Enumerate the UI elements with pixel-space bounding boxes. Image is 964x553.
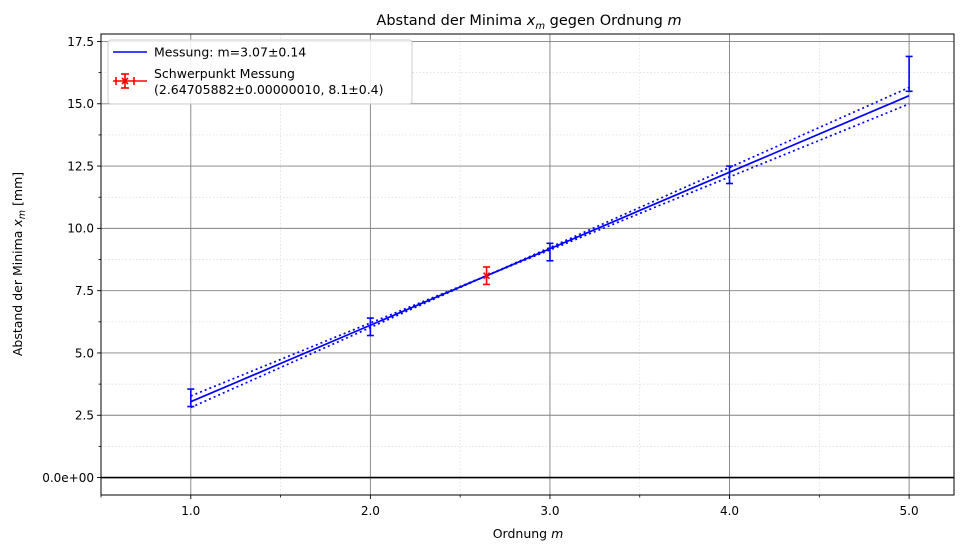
chart-title: Abstand der Minima xm gegen Ordnung m	[376, 13, 681, 32]
y-axis-label-var: x	[10, 219, 25, 228]
fit-line-lower-bound	[190, 103, 910, 397]
y-axis-label: Abstand der Minima xm [mm]	[10, 172, 28, 356]
legend-box	[107, 39, 413, 105]
legend-centroid-swatch	[113, 73, 147, 89]
y-axis-label-main: Abstand der Minima	[10, 227, 25, 357]
y-axis-label-sub: m	[17, 210, 28, 219]
chart-title-var: x	[526, 13, 536, 29]
chart-title-var2: m	[667, 13, 681, 29]
y-tick-label: 17.5	[67, 35, 94, 49]
legend: Messung: m=3.07±0.14 Schwerpunkt Messung…	[107, 39, 413, 105]
y-tick-label: 0.0e+00	[42, 471, 94, 485]
legend-centroid-label-line1: Schwerpunkt Messung	[154, 66, 295, 81]
x-axis-label-main: Ordnung	[493, 526, 551, 541]
grid	[100, 34, 954, 495]
axis-ticks: 1.0 2.0 3.0 4.0 5.0 0.0e+00 2.5 5.0 7.5 10.0 12.5 1…	[42, 35, 918, 518]
y-tick-label: 7.5	[75, 284, 94, 298]
x-tick-label: 4.0	[720, 504, 739, 518]
y-tick-label: 5.0	[75, 346, 94, 360]
y-tick-label: 10.0	[67, 222, 94, 236]
x-tick-label: 1.0	[181, 504, 200, 518]
plot-frame	[100, 33, 955, 496]
legend-fit-label: Messung: m=3.07±0.14	[154, 45, 306, 60]
plot-area	[187, 55, 913, 409]
y-tick-label: 2.5	[75, 409, 94, 423]
chart-title-main: Abstand der Minima	[376, 13, 526, 29]
x-tick-label: 5.0	[900, 504, 919, 518]
chart-title-sub: m	[535, 21, 545, 32]
x-tick-label: 3.0	[540, 504, 559, 518]
centroid-marker	[482, 272, 491, 280]
x-axis-label: Ordnung m	[493, 526, 564, 541]
chart-title-rest: gegen Ordnung	[545, 13, 667, 29]
legend-centroid-label-line2: (2.64705882±0.00000010, 8.1±0.4)	[154, 82, 384, 97]
y-tick-label: 12.5	[67, 159, 94, 173]
y-tick-label: 15.0	[67, 97, 94, 111]
x-tick-label: 2.0	[361, 504, 380, 518]
fit-line-upper-bound	[190, 86, 910, 409]
x-axis-label-var: m	[551, 526, 563, 541]
y-axis-label-rest: [mm]	[10, 172, 25, 210]
